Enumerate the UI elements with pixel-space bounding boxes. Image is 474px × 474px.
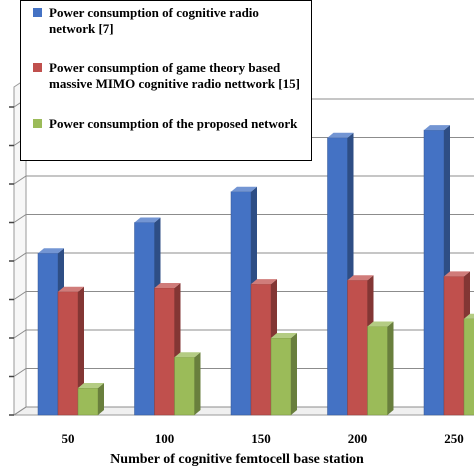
bar-top: [154, 282, 181, 288]
bar-front: [270, 337, 292, 416]
bar-front: [423, 129, 445, 416]
bar: [423, 125, 450, 416]
x-tick-label: 200: [348, 431, 368, 446]
bar-top: [367, 321, 394, 327]
gridline: [13, 406, 474, 416]
gridline: [13, 252, 474, 262]
bar-top: [271, 333, 297, 338]
bar-top: [464, 313, 474, 319]
legend-swatch-series-2: [33, 63, 42, 72]
x-tick-label: 250: [444, 431, 464, 446]
bar: [367, 321, 394, 416]
bar-top: [78, 383, 104, 389]
legend-label-series-3: Power consumption of the proposed networ…: [49, 116, 298, 131]
bar-front: [367, 326, 388, 416]
bar: [57, 286, 84, 416]
bar-top: [38, 248, 64, 254]
bar-top: [327, 132, 354, 138]
x-axis-label: Number of cognitive femtocell base stati…: [110, 452, 364, 467]
bar-side: [98, 383, 104, 415]
bar-top: [231, 186, 257, 192]
legend-label-series-1: Power consumption of cognitive radio net…: [49, 5, 259, 36]
bar-front: [77, 387, 99, 416]
bar-front: [347, 280, 368, 416]
bar: [463, 313, 474, 416]
x-tick-label: 50: [62, 431, 75, 446]
gridline: [13, 368, 474, 377]
bar: [270, 333, 297, 416]
legend-swatch-series-3: [33, 119, 42, 128]
bar: [77, 383, 104, 416]
bar-side: [291, 333, 297, 415]
bar-front: [134, 222, 155, 416]
x-tick-label: 150: [251, 431, 271, 446]
bar-side: [387, 321, 394, 415]
bar: [327, 132, 354, 416]
x-tick-label: 100: [155, 431, 175, 446]
bar: [174, 352, 201, 416]
legend: Power consumption of cognitive radio net…: [20, 0, 312, 161]
x-tick-labels: 50 100 150 200 250: [62, 431, 464, 446]
bar-front: [250, 283, 272, 416]
bar-front: [443, 276, 465, 416]
gridline: [13, 329, 474, 339]
bar-front: [327, 137, 348, 416]
bar-top: [424, 125, 450, 131]
legend-label-series-2: Power consumption of game theory based m…: [49, 60, 300, 91]
bar-front: [57, 291, 79, 416]
bars: [37, 125, 474, 416]
bar-front: [37, 253, 59, 416]
bar-top: [251, 279, 277, 285]
bar-front: [463, 318, 474, 416]
gridline: [13, 175, 474, 185]
bar-top: [134, 217, 161, 223]
bar-front: [230, 191, 252, 416]
legend-swatch-series-1: [33, 8, 42, 17]
bar-front: [174, 357, 195, 416]
bar-front: [154, 287, 175, 416]
bar-top: [58, 286, 84, 292]
bar-top: [174, 352, 201, 358]
bar-side: [78, 286, 84, 415]
gridline: [13, 291, 474, 300]
bar-side: [194, 352, 201, 415]
gridline: [13, 214, 474, 223]
bar-top: [347, 275, 374, 281]
bar-top: [444, 271, 470, 277]
